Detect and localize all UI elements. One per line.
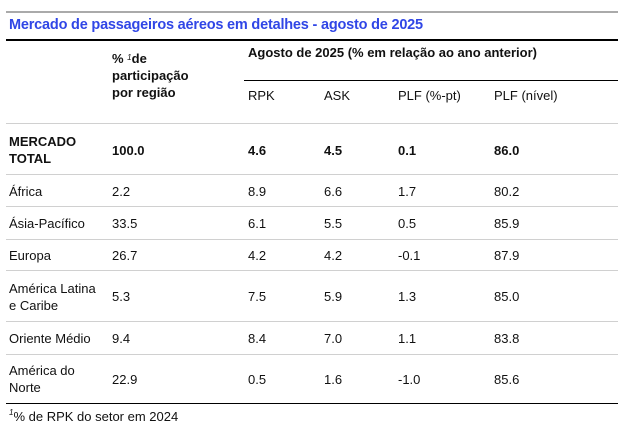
cell-share: 100.0: [112, 142, 145, 158]
footnote: 1% de RPK do setor em 2024: [9, 408, 179, 424]
region-line1: Ásia-Pacífico: [9, 216, 85, 231]
cell-share: 33.5: [112, 216, 138, 231]
region-line1: América Latina: [9, 280, 96, 296]
region-name: África: [9, 183, 42, 200]
cell-rpk: 8.9: [248, 183, 267, 199]
cell-share: 26.7: [112, 248, 138, 263]
cell-ask: 6.6: [324, 183, 343, 199]
cell-plf-pt: 0.1: [398, 142, 417, 158]
cell-plf-level: 85.9: [494, 216, 520, 231]
cell-rpk: 4.2: [248, 248, 267, 263]
row-divider: [6, 354, 618, 355]
cell-rpk: 6.1: [248, 216, 267, 231]
column-header-plf-pt: PLF (%-pt): [398, 88, 461, 103]
cell-rpk: 7.5: [248, 289, 267, 304]
share-header-de: de: [131, 51, 147, 66]
column-header-ask: ASK: [324, 88, 351, 103]
cell-plf-pt: -1.0: [398, 371, 421, 387]
region-line2: Norte: [9, 380, 41, 395]
cell-ask: 7.0: [324, 331, 343, 346]
share-column-header: % 1de participação por região: [112, 50, 189, 101]
share-header-line3: por região: [112, 85, 176, 100]
group-header-rule: [244, 80, 618, 81]
cell-plf-level: 87.9: [494, 248, 520, 263]
footnote-text: % de RPK do setor em 2024: [13, 409, 179, 424]
column-header-rpk: RPK: [248, 88, 275, 103]
column-header-plf-level: PLF (nível): [494, 88, 558, 103]
region-line1: África: [9, 183, 43, 199]
region-name: MERCADO TOTAL: [9, 133, 76, 167]
cell-plf-pt: 0.5: [398, 216, 417, 231]
row-divider: [6, 270, 618, 271]
cell-ask: 4.5: [324, 142, 343, 158]
row-divider: [6, 123, 618, 124]
cell-plf-pt: 1.3: [398, 289, 417, 304]
region-name: América do Norte: [9, 362, 75, 396]
row-divider: [6, 239, 618, 240]
row-divider: [6, 206, 618, 207]
cell-share: 9.4: [112, 331, 131, 346]
cell-rpk: 8.4: [248, 331, 267, 346]
cell-rpk: 4.6: [248, 142, 267, 158]
region-line2: e Caribe: [9, 297, 59, 313]
cell-plf-pt: -0.1: [398, 248, 421, 263]
cell-plf-level: 80.2: [494, 183, 520, 199]
top-rule: [6, 11, 618, 13]
cell-ask: 4.2: [324, 248, 343, 263]
table-title: Mercado de passageiros aéreos em detalhe…: [9, 17, 423, 33]
cell-share: 22.9: [112, 371, 138, 387]
share-header-pct: %: [112, 51, 128, 66]
row-divider: [6, 174, 618, 175]
cell-plf-level: 85.6: [494, 371, 520, 387]
cell-share: 2.2: [112, 183, 131, 199]
cell-share: 5.3: [112, 289, 131, 304]
bottom-rule: [6, 403, 618, 404]
cell-plf-pt: 1.7: [398, 183, 417, 199]
cell-rpk: 0.5: [248, 371, 267, 387]
cell-plf-level: 83.8: [494, 331, 520, 346]
footnote-marker: 1: [127, 53, 132, 62]
share-header-line2: participação: [112, 68, 189, 83]
cell-ask: 1.6: [324, 371, 343, 387]
region-line1: Europa: [9, 248, 51, 263]
cell-plf-level: 85.0: [494, 289, 520, 304]
title-rule: [6, 39, 618, 41]
region-line1: MERCADO: [9, 134, 77, 149]
cell-plf-level: 86.0: [494, 142, 520, 158]
group-header: Agosto de 2025 (% em relação ao ano ante…: [248, 45, 537, 60]
region-name: Europa: [9, 247, 51, 264]
cell-plf-pt: 1.1: [398, 331, 417, 346]
region-name: Oriente Médio: [9, 330, 91, 347]
cell-ask: 5.9: [324, 289, 343, 304]
region-name: América Latina e Caribe: [9, 280, 96, 314]
cell-ask: 5.5: [324, 216, 343, 231]
region-line1: Oriente Médio: [9, 331, 91, 346]
region-line2: TOTAL: [9, 151, 52, 166]
row-divider: [6, 321, 618, 322]
region-name: Ásia-Pacífico: [9, 215, 85, 232]
footnote-marker: 1: [9, 408, 14, 417]
region-line1: América do: [9, 363, 75, 378]
